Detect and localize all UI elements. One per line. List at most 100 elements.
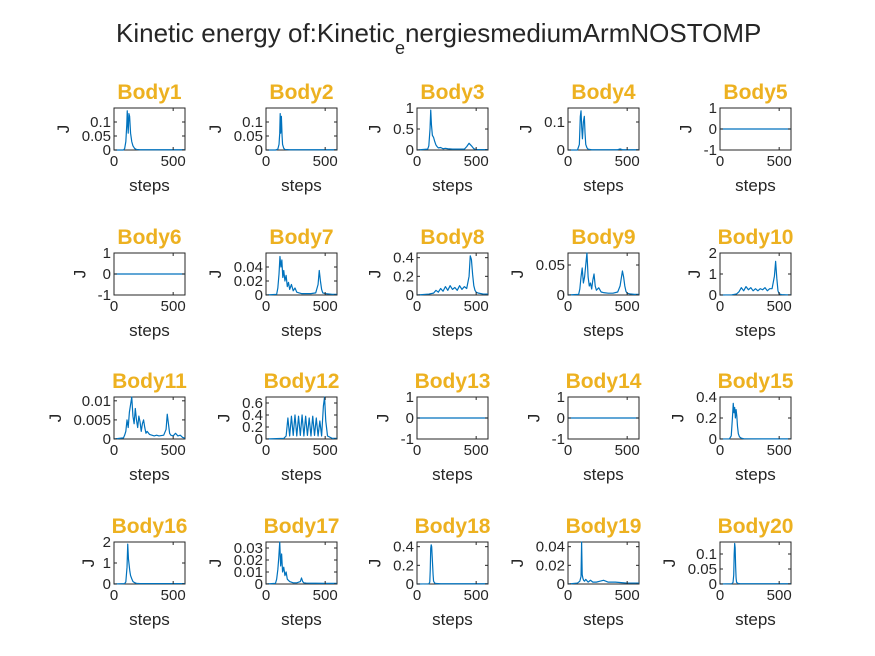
y-tick-label: 0.5 xyxy=(393,121,414,138)
y-tick-label: 0 xyxy=(255,576,263,593)
y-axis-label: J xyxy=(685,270,704,279)
y-axis-label: J xyxy=(516,125,535,134)
x-tick-label: 0 xyxy=(262,153,270,170)
x-tick-label: 0 xyxy=(110,298,118,315)
subplot-title: Body8 xyxy=(420,226,485,249)
x-axis-label: steps xyxy=(735,176,776,195)
subplot-body16: Body16 0 500 0 1 2 steps J xyxy=(79,515,188,629)
subplot-title: Body17 xyxy=(264,515,340,538)
y-tick-label: 1 xyxy=(406,100,414,117)
x-axis-label: steps xyxy=(129,610,170,629)
y-axis-label: J xyxy=(206,270,225,279)
x-tick-label: 0 xyxy=(564,442,572,459)
axes-box xyxy=(567,252,640,296)
series-line xyxy=(568,110,639,151)
x-tick-label: 0 xyxy=(413,298,421,315)
axes-box xyxy=(113,107,186,151)
x-tick-label: 500 xyxy=(161,442,186,459)
x-axis-label: steps xyxy=(129,176,170,195)
x-axis-label: steps xyxy=(735,465,776,484)
y-tick-label: 0 xyxy=(103,142,111,159)
x-axis-label: steps xyxy=(129,321,170,340)
axes-box xyxy=(719,541,792,585)
x-tick-label: 0 xyxy=(564,153,572,170)
series-line xyxy=(567,252,639,296)
axes-box xyxy=(113,541,186,585)
y-tick-label: 0.4 xyxy=(242,407,263,424)
y-tick-label: 0.01 xyxy=(234,564,263,581)
series-line xyxy=(567,541,639,585)
x-tick-label: 500 xyxy=(615,587,640,604)
y-tick-label: 0.4 xyxy=(393,539,414,556)
y-tick-label: 0 xyxy=(255,431,263,448)
y-tick-label: 0.2 xyxy=(393,557,414,574)
y-tick-label: 0 xyxy=(103,266,111,283)
x-tick-label: 500 xyxy=(313,442,338,459)
subplot-title: Body10 xyxy=(718,226,794,249)
y-axis-label: J xyxy=(374,414,393,423)
x-axis-label: steps xyxy=(735,610,776,629)
figure-title-suffix: nergiesmediumArmNOSTOMP xyxy=(405,18,761,48)
y-tick-label: 0.02 xyxy=(536,557,565,574)
y-tick-label: 0.4 xyxy=(393,250,414,267)
y-tick-label: 0 xyxy=(406,576,414,593)
x-tick-label: 0 xyxy=(413,153,421,170)
series-line xyxy=(416,255,488,296)
x-tick-label: 0 xyxy=(716,298,724,315)
series-line xyxy=(113,396,186,440)
subplot-title: Body20 xyxy=(718,515,794,538)
subplot-title: Body14 xyxy=(566,370,642,393)
subplot-title: Body6 xyxy=(117,226,181,249)
series-line xyxy=(719,260,791,296)
series-line xyxy=(265,255,337,296)
x-tick-label: 0 xyxy=(413,587,421,604)
figure-title-subscript: e xyxy=(395,38,405,58)
series-line xyxy=(266,112,337,151)
y-tick-label: 0.01 xyxy=(82,393,111,410)
y-axis-label: J xyxy=(508,559,527,568)
x-tick-label: 0 xyxy=(110,587,118,604)
x-tick-label: 0 xyxy=(413,442,421,459)
subplot-body9: Body9 0 500 0 0.05 steps J xyxy=(508,226,639,340)
y-axis-label: J xyxy=(660,559,679,568)
y-tick-label: 2 xyxy=(103,534,111,551)
y-tick-label: -1 xyxy=(98,287,111,304)
x-axis-label: steps xyxy=(432,321,473,340)
y-axis-label: J xyxy=(54,125,73,134)
x-tick-label: 500 xyxy=(767,587,792,604)
y-tick-label: 0 xyxy=(709,121,717,138)
y-tick-label: 0 xyxy=(557,576,565,593)
x-tick-label: 0 xyxy=(262,442,270,459)
x-axis-label: steps xyxy=(735,321,776,340)
subplot-title: Body9 xyxy=(571,226,635,249)
x-tick-label: 500 xyxy=(767,298,792,315)
y-tick-label: 1 xyxy=(103,245,111,262)
y-tick-label: 0 xyxy=(709,576,717,593)
figure-title-prefix: Kinetic energy of:Kinetic xyxy=(116,18,395,48)
series-line xyxy=(265,396,337,440)
x-tick-label: 500 xyxy=(767,442,792,459)
subplot-title: Body15 xyxy=(718,370,794,393)
y-axis-label: J xyxy=(214,414,233,423)
x-axis-label: steps xyxy=(281,321,322,340)
subplot-title: Body16 xyxy=(112,515,188,538)
x-axis-label: steps xyxy=(129,465,170,484)
x-tick-label: 500 xyxy=(313,587,338,604)
x-tick-label: 0 xyxy=(716,587,724,604)
y-tick-label: 0.05 xyxy=(688,561,717,578)
series-line xyxy=(265,541,337,585)
axes-box xyxy=(113,396,186,440)
subplot-title: Body1 xyxy=(117,81,182,104)
x-tick-label: 0 xyxy=(110,442,118,459)
y-tick-label: 0.1 xyxy=(544,114,565,131)
x-axis-label: steps xyxy=(281,176,322,195)
x-tick-label: 0 xyxy=(110,153,118,170)
y-tick-label: 0.05 xyxy=(234,128,263,145)
